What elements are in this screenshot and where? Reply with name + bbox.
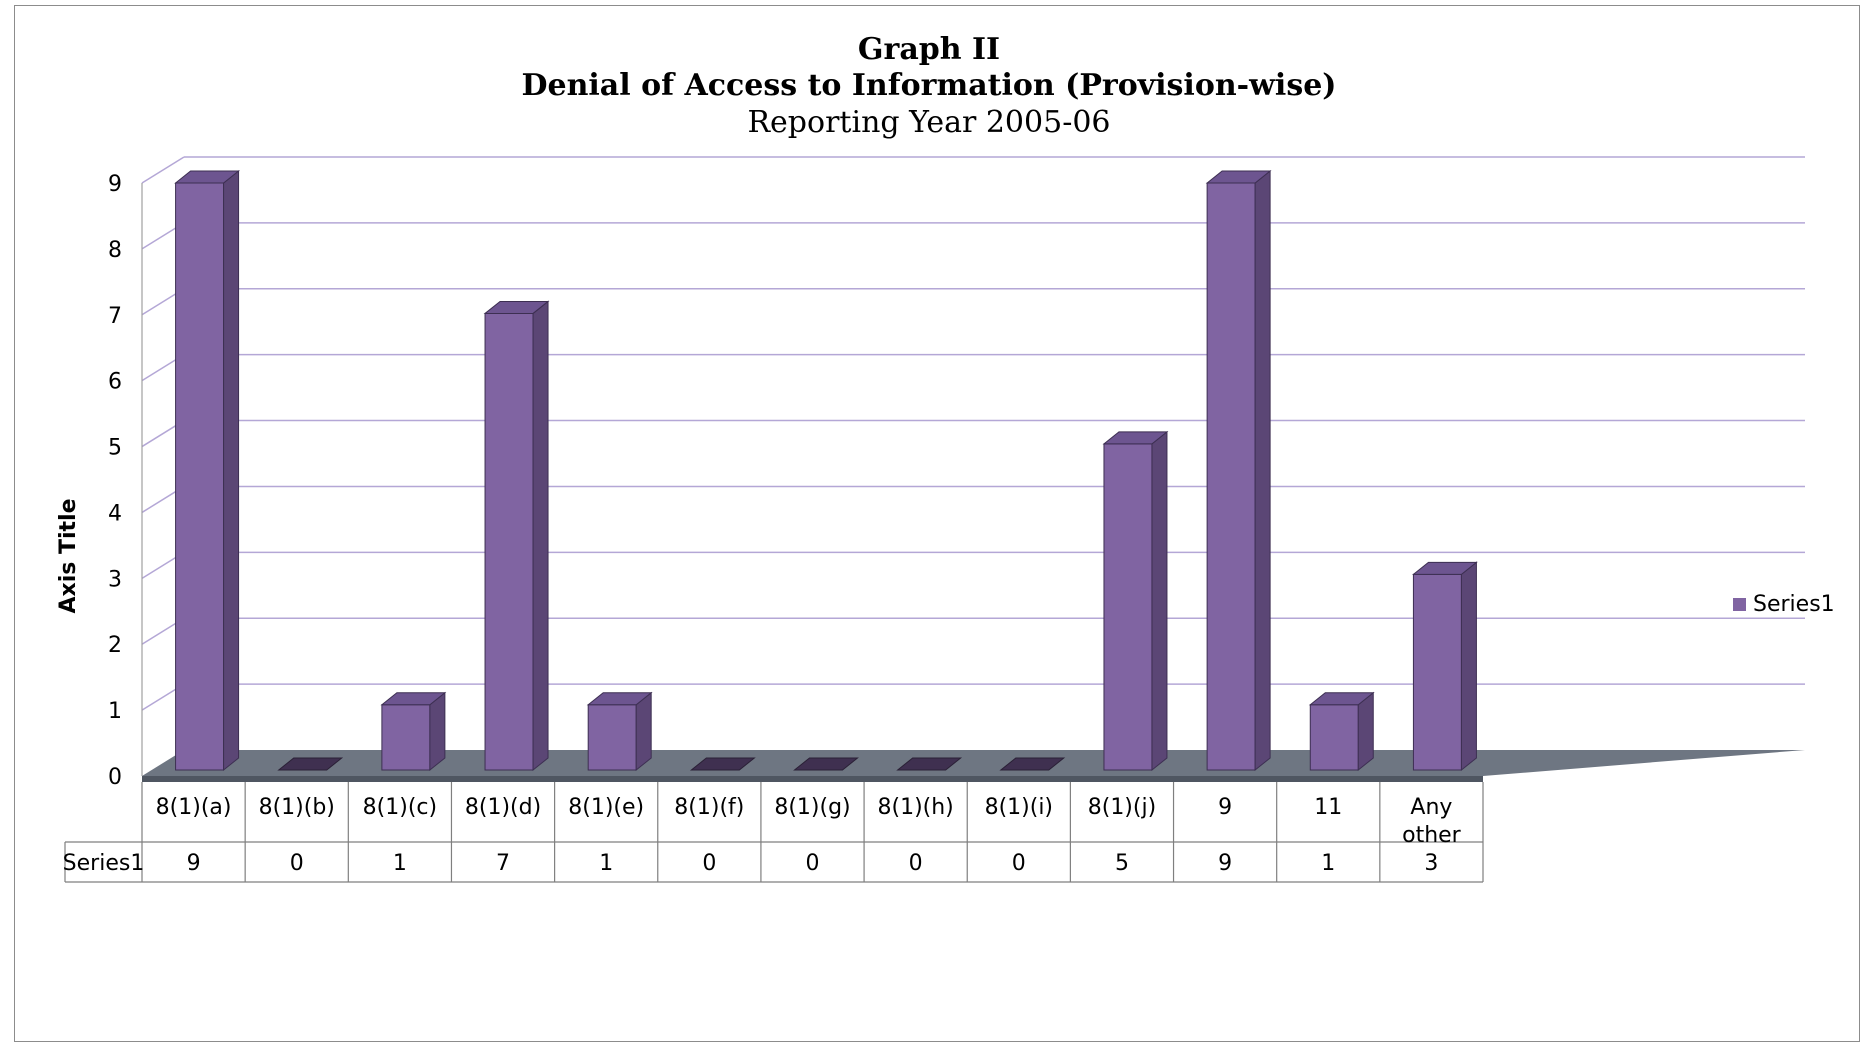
- table-value: 0: [806, 851, 820, 876]
- x-tick-label: 8(1)(g): [774, 795, 850, 820]
- y-tick-label: 3: [108, 567, 122, 592]
- y-axis-title: Axis Title: [56, 498, 81, 613]
- bar-8(1)(e): [586, 691, 653, 772]
- table-value: 0: [909, 851, 923, 876]
- bar-top: [586, 692, 653, 706]
- bar-side: [635, 691, 652, 772]
- y-tick-label: 5: [108, 436, 122, 461]
- legend-label: Series1: [1753, 592, 1835, 617]
- bar-front: [381, 704, 431, 771]
- y-tick-label: 0: [108, 765, 122, 790]
- bar-8(1)(h): [896, 757, 963, 771]
- data-table: Series1 8(1)(a) 9 8(1)(b) 0 8(1)(c) 1 8(1)(d) 7 8…: [63, 782, 1484, 883]
- chart-subtitle: Denial of Access to Information (Provisi…: [522, 68, 1337, 103]
- table-value: 0: [290, 851, 304, 876]
- legend: Series1: [1733, 592, 1835, 617]
- bar-11: [1308, 691, 1375, 772]
- bars: [174, 169, 1478, 772]
- bar-side: [1254, 169, 1271, 772]
- table-series-label: Series1: [63, 851, 145, 876]
- bar-8(1)(b): [277, 757, 344, 771]
- x-tick-label: 8(1)(b): [259, 795, 335, 820]
- bar-top: [380, 692, 447, 706]
- bar-8(1)(c): [380, 691, 447, 772]
- bar-front: [175, 182, 225, 771]
- x-tick-label: 8(1)(j): [1088, 795, 1156, 820]
- chart-reporting-year: Reporting Year 2005-06: [747, 105, 1110, 140]
- table-value: 7: [496, 851, 510, 876]
- bar-top: [1102, 431, 1169, 445]
- x-tick-label: other: [1402, 823, 1462, 848]
- table-value: 1: [599, 851, 613, 876]
- bar-8(1)(d): [483, 300, 550, 772]
- floor-surface: [142, 750, 1805, 776]
- chart-title: Graph II: [858, 32, 1000, 67]
- x-tick-label: 8(1)(a): [156, 795, 232, 820]
- bar-top: [1308, 692, 1375, 706]
- gridlines: [141, 156, 1805, 776]
- x-tick-label: 8(1)(h): [878, 795, 954, 820]
- chart-frame: Graph II Denial of Access to Information…: [14, 5, 1860, 1042]
- bar-side: [532, 300, 549, 772]
- bar-front: [1103, 443, 1153, 771]
- y-tick-label: 1: [108, 699, 122, 724]
- table-value: 1: [393, 851, 407, 876]
- bar-zero: [999, 757, 1066, 771]
- bar-front: [1309, 704, 1359, 771]
- y-tick-label: 6: [108, 370, 122, 395]
- y-tick-label: 2: [108, 633, 122, 658]
- table-value: 1: [1321, 851, 1335, 876]
- y-tick-label: 4: [108, 501, 122, 526]
- chart-canvas: Graph II Denial of Access to Information…: [56, 32, 1835, 883]
- legend-swatch: [1733, 598, 1746, 611]
- gridline-depth: [141, 156, 185, 184]
- bar-zero: [793, 757, 859, 771]
- x-tick-label: 8(1)(e): [568, 795, 644, 820]
- bar-side: [1460, 561, 1477, 772]
- bar-front: [484, 312, 534, 771]
- bar-8(1)(j): [1102, 430, 1169, 772]
- x-tick-label: 8(1)(d): [465, 795, 541, 820]
- x-tick-label: 8(1)(c): [363, 795, 437, 820]
- x-tick-label: Any: [1410, 795, 1452, 820]
- floor-edge: [142, 776, 1483, 782]
- bar-side: [1357, 691, 1374, 772]
- bar-top: [1205, 170, 1272, 184]
- bar-8(1)(g): [793, 757, 859, 771]
- bar-front: [1206, 182, 1256, 771]
- y-tick-label: 9: [108, 172, 122, 197]
- bar-zero: [689, 757, 756, 771]
- table-value: 0: [1012, 851, 1026, 876]
- table-value: 0: [702, 851, 716, 876]
- bar-9: [1205, 169, 1272, 772]
- bar-front: [587, 704, 637, 771]
- table-value: 3: [1424, 851, 1438, 876]
- table-value: 9: [1218, 851, 1232, 876]
- y-axis-ticks: 0 1 2 3 4 5 6 7 8 9: [108, 172, 122, 790]
- x-tick-label: 9: [1218, 795, 1232, 820]
- bar-side: [1151, 430, 1168, 772]
- bar-side: [429, 691, 446, 772]
- bar-zero: [277, 757, 344, 771]
- table-value: 9: [187, 851, 201, 876]
- bar-top: [483, 300, 550, 314]
- y-tick-label: 7: [108, 304, 122, 329]
- table-value: 5: [1115, 851, 1129, 876]
- bar-top: [174, 170, 241, 184]
- bar-top: [1411, 561, 1478, 575]
- y-tick-label: 8: [108, 238, 122, 263]
- chart-floor: [142, 750, 1805, 782]
- bar-8(1)(f): [689, 757, 756, 771]
- bar-side: [223, 169, 240, 772]
- bar-8(1)(a): [174, 169, 241, 772]
- bar-8(1)(i): [999, 757, 1066, 771]
- x-tick-label: 8(1)(f): [674, 795, 744, 820]
- bar-Any other: [1411, 561, 1478, 772]
- bar-zero: [896, 757, 963, 771]
- x-tick-label: 11: [1314, 795, 1342, 820]
- x-tick-label: 8(1)(i): [985, 795, 1053, 820]
- bar-front: [1412, 573, 1462, 771]
